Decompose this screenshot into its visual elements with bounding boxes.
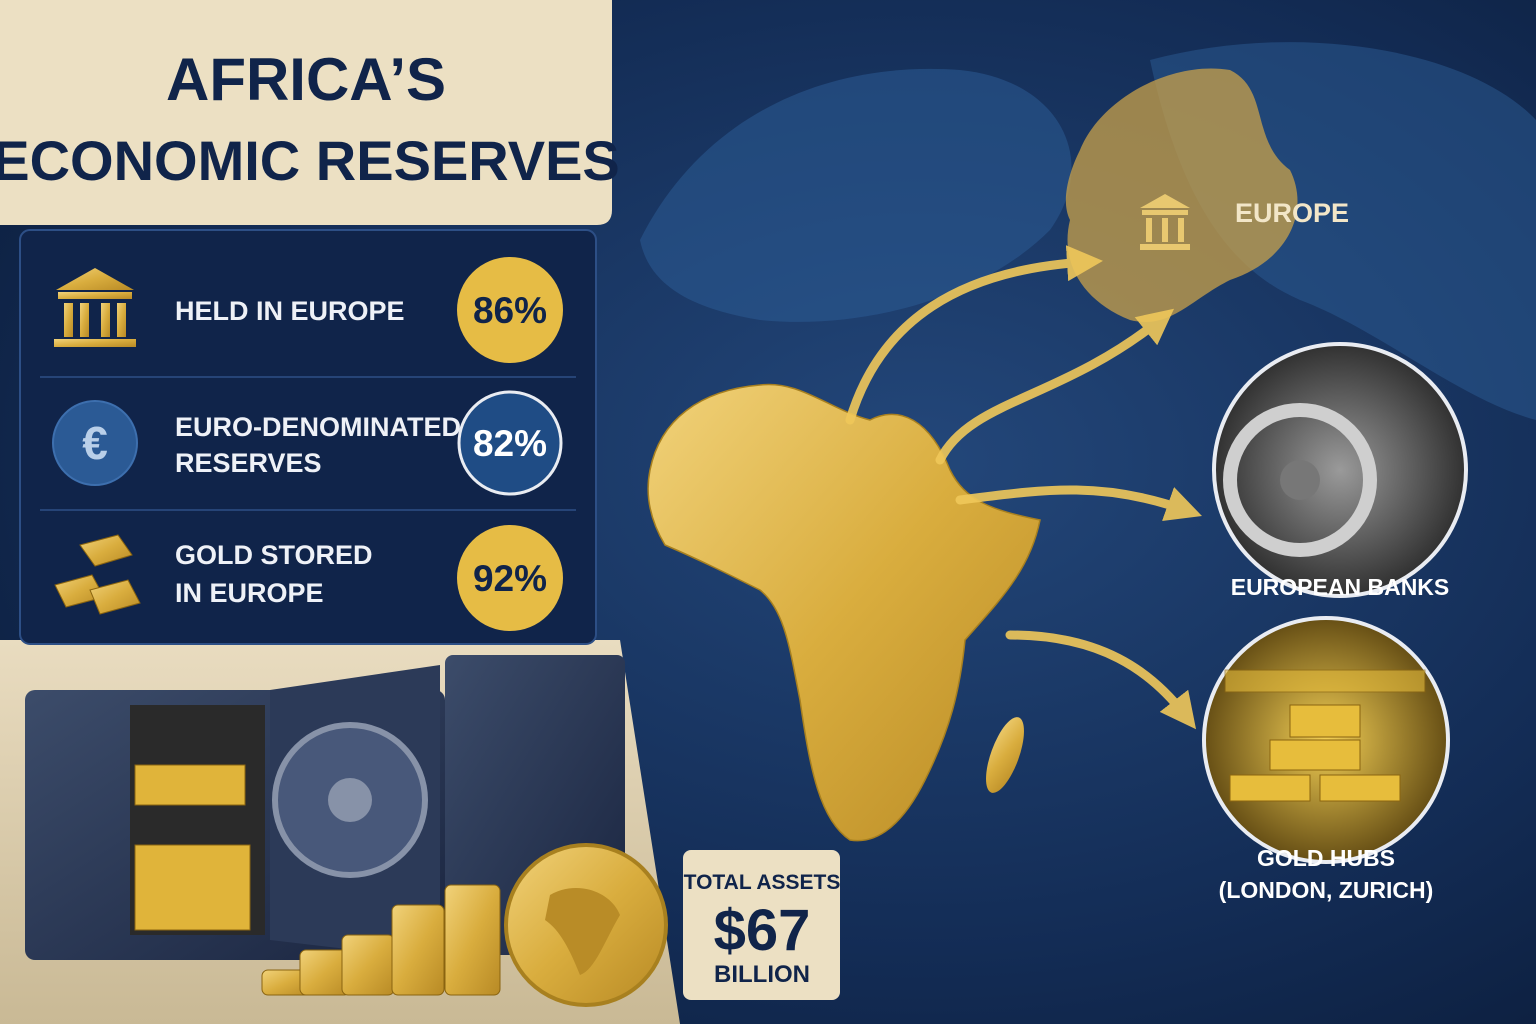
banks-label: EUROPEAN BANKS (1231, 574, 1450, 600)
euro-icon (52, 400, 138, 486)
stat-label: RESERVES (175, 448, 322, 478)
total-box (683, 850, 840, 1000)
vault-door (1223, 403, 1377, 557)
gold-icon (54, 534, 141, 615)
stat-value: 82% (473, 423, 547, 464)
arrow (955, 485, 1202, 521)
arrow (935, 308, 1175, 465)
flow-arrows (845, 245, 1202, 730)
stat-badge (457, 390, 563, 496)
europe-region (1065, 68, 1298, 322)
title-panel (0, 0, 612, 225)
stat-label: GOLD STORED (175, 540, 373, 570)
vault-gold (134, 764, 251, 931)
gold-bars (1224, 669, 1426, 802)
stat-value: 92% (473, 558, 547, 599)
total-caption: TOTAL ASSETS (684, 871, 841, 894)
title: AFRICA’S (166, 46, 446, 113)
europe-bank-icon (1140, 194, 1190, 250)
euro-symbol: € (82, 417, 108, 469)
stat-badge (457, 525, 563, 631)
africa-map (647, 383, 1041, 842)
arrow (845, 245, 1103, 425)
title: ECONOMIC RESERVES (0, 129, 620, 192)
coin-stacks (261, 884, 501, 996)
vault-hub (328, 778, 372, 822)
hubs-label: GOLD HUBS (1257, 845, 1395, 871)
stats-panel (19, 229, 597, 645)
stat-label: IN EUROPE (175, 578, 324, 608)
europe-label: EUROPE (1235, 198, 1349, 228)
vault-wheel (1280, 460, 1320, 500)
european-banks-image (1212, 342, 1468, 598)
stat-badge (457, 257, 563, 363)
stat-label: EURO-DENOMINATED (175, 412, 461, 442)
total-amount: $67 (714, 898, 811, 963)
hubs-label: (LONDON, ZURICH) (1219, 877, 1434, 903)
arrow (1005, 630, 1197, 730)
madagascar (986, 717, 1024, 793)
bank-icon (54, 268, 136, 347)
stat-value: 86% (473, 290, 547, 331)
coin-emblem (545, 887, 620, 975)
stat-label: HELD IN EUROPE (175, 296, 405, 326)
total-unit: BILLION (714, 961, 810, 988)
landmass (640, 68, 1072, 322)
